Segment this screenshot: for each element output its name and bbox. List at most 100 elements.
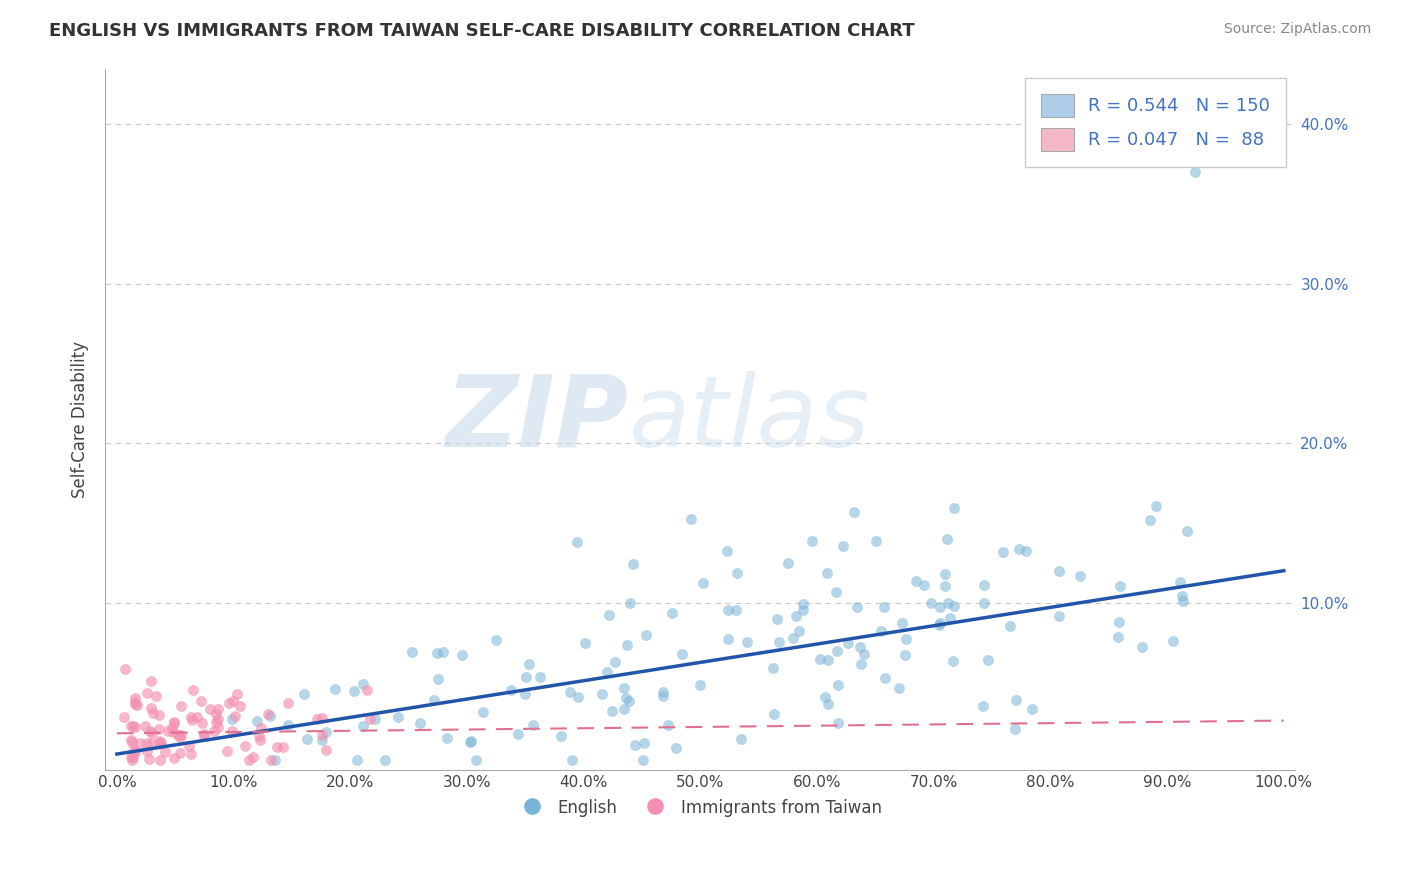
Point <box>180 747 202 762</box>
Point <box>522 718 544 732</box>
Point <box>374 754 396 768</box>
Point <box>163 715 186 730</box>
Point <box>221 724 243 739</box>
Point <box>621 558 644 572</box>
Point <box>1109 579 1132 593</box>
Point <box>567 535 589 549</box>
Point <box>920 595 942 609</box>
Point <box>163 751 186 765</box>
Point <box>401 645 423 659</box>
Point <box>631 754 654 768</box>
Point <box>169 746 191 760</box>
Point <box>150 735 173 749</box>
Point <box>842 505 865 519</box>
Point <box>725 603 748 617</box>
Point <box>1069 569 1091 583</box>
Point <box>136 743 159 757</box>
Point <box>613 681 636 696</box>
Point <box>827 678 849 692</box>
Point <box>600 704 623 718</box>
Point <box>181 714 204 728</box>
Point <box>624 738 647 752</box>
Point <box>207 702 229 716</box>
Point <box>508 726 530 740</box>
Point <box>233 739 256 753</box>
Point <box>716 544 738 558</box>
Point <box>817 566 839 581</box>
Point <box>346 754 368 768</box>
Point <box>1108 615 1130 630</box>
Point <box>730 731 752 746</box>
Point <box>277 718 299 732</box>
Point <box>651 685 673 699</box>
Point <box>661 606 683 620</box>
Point <box>665 740 688 755</box>
Point <box>315 724 337 739</box>
Point <box>934 567 956 582</box>
Point <box>689 678 711 692</box>
Point <box>1175 524 1198 538</box>
Point <box>124 720 146 734</box>
Point <box>792 597 814 611</box>
Point <box>837 636 859 650</box>
Point <box>1161 633 1184 648</box>
Point <box>266 740 288 755</box>
Point <box>636 628 658 642</box>
Point <box>352 719 374 733</box>
Point <box>614 691 637 706</box>
Point <box>198 702 221 716</box>
Point <box>138 752 160 766</box>
Point <box>603 655 626 669</box>
Point <box>141 726 163 740</box>
Point <box>460 735 482 749</box>
Y-axis label: Self-Care Disability: Self-Care Disability <box>72 341 89 498</box>
Point <box>735 635 758 649</box>
Point <box>973 578 995 592</box>
Point <box>827 716 849 731</box>
Text: ENGLISH VS IMMIGRANTS FROM TAIWAN SELF-CARE DISABILITY CORRELATION CHART: ENGLISH VS IMMIGRANTS FROM TAIWAN SELF-C… <box>49 22 915 40</box>
Point <box>1107 630 1129 644</box>
Point <box>295 731 318 746</box>
Point <box>141 673 163 688</box>
Point <box>139 736 162 750</box>
Point <box>616 638 638 652</box>
Point <box>817 653 839 667</box>
Point <box>271 739 294 754</box>
Point <box>229 698 252 713</box>
Point <box>1146 499 1168 513</box>
Point <box>120 719 142 733</box>
Point <box>827 643 849 657</box>
Point <box>155 745 177 759</box>
Point <box>595 665 617 680</box>
Point <box>914 578 936 592</box>
Point <box>224 709 246 723</box>
Point <box>894 648 917 663</box>
Point <box>1004 723 1026 737</box>
Point <box>364 712 387 726</box>
Point <box>141 700 163 714</box>
Point <box>574 636 596 650</box>
Point <box>872 600 894 615</box>
Point <box>186 710 208 724</box>
Point <box>124 742 146 756</box>
Point <box>717 603 740 617</box>
Point <box>121 754 143 768</box>
Point <box>845 599 868 614</box>
Point <box>356 682 378 697</box>
Point <box>181 682 204 697</box>
Point <box>567 690 589 704</box>
Point <box>934 579 956 593</box>
Point <box>1173 594 1195 608</box>
Point <box>865 534 887 549</box>
Point <box>170 728 193 742</box>
Point <box>762 661 785 675</box>
Point <box>1184 165 1206 179</box>
Point <box>825 584 848 599</box>
Point <box>217 744 239 758</box>
Point <box>1047 609 1070 624</box>
Point <box>249 729 271 743</box>
Point <box>515 687 537 701</box>
Point <box>121 750 143 764</box>
Point <box>613 701 636 715</box>
Point <box>887 681 910 695</box>
